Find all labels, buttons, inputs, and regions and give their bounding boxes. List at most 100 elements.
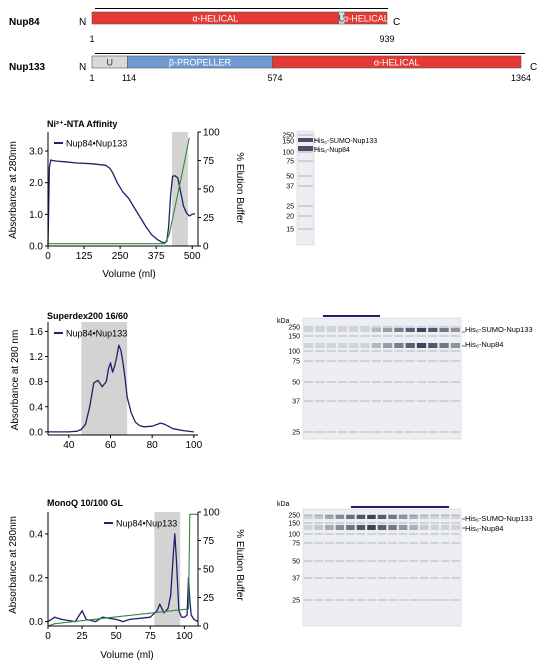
gel-monoq-lane-band — [377, 533, 387, 535]
gel-superdex-lane-band — [371, 350, 381, 352]
gel-superdex-protein-band — [337, 343, 348, 348]
gel-superdex-lane-band — [450, 400, 460, 402]
gel-monoq-protein-band — [346, 515, 355, 519]
gel-monoq-lane-band — [419, 522, 429, 524]
gel-monoq-protein-band — [398, 525, 408, 530]
gel-monoq-lane-band — [388, 560, 397, 562]
gel-monoq-lane-band — [367, 542, 376, 544]
gel-superdex-image: 250 150 100 75 50 37 25 — [288, 315, 465, 440]
gel-monoq-lane-band — [451, 560, 460, 562]
gel-monoq-lane-band — [440, 560, 450, 562]
gel-monoq-lane-band — [388, 599, 397, 601]
gel-monoq-lane-band — [335, 542, 345, 544]
gel-monoq-lane-band — [409, 560, 418, 562]
chart-monoq-xtick-label: 100 — [176, 631, 193, 642]
gel-monoq-lane-band — [440, 599, 450, 601]
gel-superdex-lane-band — [371, 326, 381, 328]
gel-monoq-protein-band — [314, 525, 324, 530]
gel-superdex-lane-band — [439, 350, 449, 352]
gel-superdex-lane-band — [315, 326, 325, 328]
chart-ni-nta-y2label: % Elution Buffer — [234, 152, 245, 224]
gel-superdex-protein-band — [428, 328, 438, 332]
chart-ni-nta-legend-label: Nup84•Nup133 — [66, 139, 127, 149]
gel-superdex-band-nup84: His₆-Nup84 — [465, 340, 503, 349]
gel-ni-nta-marker-label: 250 — [282, 133, 294, 140]
gel-monoq-lane-band — [325, 522, 334, 524]
gel-monoq-lane-band — [451, 514, 460, 516]
chart-ni-nta-ytick-label: 3.0 — [29, 147, 43, 158]
gel-superdex-lane-band — [428, 350, 438, 352]
gel-superdex-lane-band — [304, 381, 314, 383]
gel-superdex-protein-band — [405, 343, 415, 348]
gel-monoq-marker-label: 37 — [292, 576, 300, 583]
gel-monoq-lane-band — [356, 542, 366, 544]
gel-monoq-lane-band — [377, 522, 387, 524]
gel-superdex-lane-band — [394, 326, 404, 328]
gel-superdex-marker-label: 75 — [292, 359, 300, 366]
gel-superdex-protein-band — [371, 343, 381, 348]
gel-superdex-lane-band — [371, 400, 381, 402]
gel-superdex-lane-band — [416, 381, 427, 383]
gel-ni-nta-lane-band — [298, 160, 313, 162]
chart-monoq-elution-line — [47, 513, 198, 627]
gel-superdex-lane-band — [394, 400, 404, 402]
gel-monoq-protein-band — [314, 515, 324, 519]
gel-superdex-protein-band — [337, 328, 348, 332]
gel-superdex-lane-band — [315, 381, 325, 383]
gel-superdex-lane-band — [304, 335, 314, 337]
gel-superdex-lane-band — [416, 350, 427, 352]
chart-superdex-shaded-region — [81, 322, 128, 435]
gel-superdex-lane-band — [405, 350, 415, 352]
chart-ni-nta-y2tick-label: 100 — [203, 128, 220, 139]
chart-superdex: Superdex200 16/60 40 60 80 100 0.0 0.4 0.8 1.2 1… — [10, 311, 203, 451]
gel-superdex-protein-band — [349, 328, 359, 332]
gel-superdex-protein-band — [450, 328, 460, 332]
gel-superdex-protein-band — [439, 343, 449, 348]
chart-monoq-y2tick-label: 0 — [203, 622, 209, 633]
chart-ni-nta-absorbance-line — [47, 159, 196, 245]
gel-ni-nta-lane-band — [298, 134, 313, 136]
chart-superdex-ytick-label: 1.6 — [29, 327, 43, 338]
gel-superdex-lane-band — [405, 326, 415, 328]
gel-superdex-lane-band — [405, 335, 415, 337]
gel-monoq-protein-band — [440, 525, 450, 530]
gel-superdex-lane-band — [405, 381, 415, 383]
gel-superdex-protein-band — [428, 343, 438, 348]
gel-monoq-marker-label: 25 — [292, 598, 300, 605]
chart-monoq-y2label: % Elution Buffer — [234, 529, 245, 601]
gel-monoq-protein-band — [367, 525, 376, 530]
chart-monoq-y2tick-label: 25 — [203, 593, 215, 604]
chart-ni-nta-xtick-label: 250 — [112, 251, 129, 262]
chart-superdex-ytick-label: 1.2 — [29, 352, 43, 363]
gel-ni-nta-marker-label: 15 — [286, 227, 294, 234]
gel-superdex-protein-band — [394, 343, 404, 348]
gel-superdex-lane-band — [394, 335, 404, 337]
gel-monoq-lane-band — [335, 577, 345, 579]
gel-ni-nta-marker-label: 20 — [286, 214, 294, 221]
chart-ni-nta-ytick-label: 2.0 — [29, 178, 43, 189]
gel-monoq-lane-band — [314, 599, 324, 601]
gel-monoq-protein-band — [430, 525, 439, 530]
gel-monoq-protein-band — [398, 515, 408, 519]
gel-superdex-lane-band — [416, 431, 427, 433]
gel-monoq-lane-band — [314, 533, 324, 535]
gel-monoq-lane-band — [430, 522, 439, 524]
gel-monoq-lane-band — [314, 514, 324, 516]
chart-superdex-title: Superdex200 16/60 — [47, 311, 128, 321]
chart-ni-nta-y2tick-label: 75 — [203, 156, 215, 167]
nup84-c-terminus: C — [393, 17, 400, 28]
gel-monoq-protein-band — [451, 525, 460, 530]
gel-monoq-band-nup133: His₆-SUMO-Nup133 — [465, 514, 533, 523]
gel-superdex-lane-band — [304, 400, 314, 402]
gel-superdex-protein-band — [416, 343, 427, 348]
chart-ni-nta-y2tick-label: 50 — [203, 185, 215, 196]
gel-superdex-lane-band — [337, 400, 348, 402]
gel-monoq-lane-band — [356, 599, 366, 601]
gel-superdex-protein-band — [315, 328, 325, 332]
gel-superdex-lane-band — [349, 360, 359, 362]
gel-superdex-lane-band — [360, 360, 370, 362]
nup84-domain-diagram: Nup84 N α-HELICAL Uα-HELICAL C 1 939 — [9, 8, 400, 44]
